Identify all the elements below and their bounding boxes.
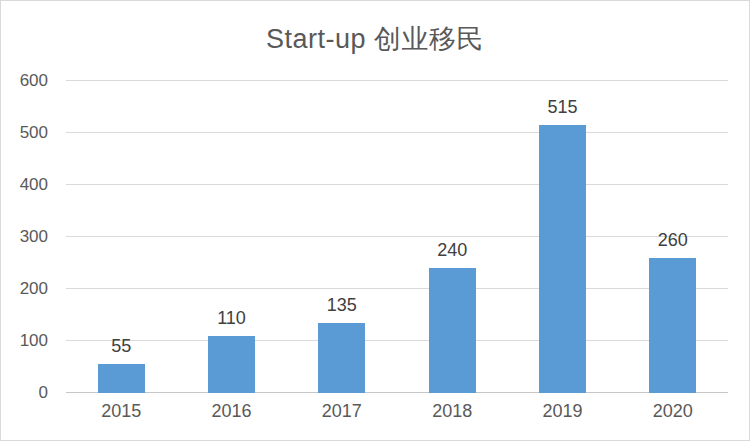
bar-2017	[318, 323, 365, 393]
y-tick-label-600: 600	[0, 72, 48, 90]
bar-2019	[539, 125, 586, 393]
gridline-200	[66, 288, 728, 289]
y-tick-label-500: 500	[0, 124, 48, 142]
bar-2020	[649, 258, 696, 393]
y-tick-label-200: 200	[0, 280, 48, 298]
chart-frame: Start-up 创业移民 01002003004005006005520151…	[0, 0, 750, 441]
gridline-300	[66, 236, 728, 237]
bar-2018	[429, 268, 476, 393]
value-label-2019: 515	[547, 97, 577, 118]
value-label-2020: 260	[658, 230, 688, 251]
x-tick-label-2019: 2019	[542, 401, 582, 422]
x-tick-label-2016: 2016	[211, 401, 251, 422]
x-axis-line	[66, 392, 728, 393]
y-tick-label-400: 400	[0, 176, 48, 194]
value-label-2018: 240	[437, 240, 467, 261]
value-label-2016: 110	[217, 308, 246, 329]
y-tick-label-100: 100	[0, 332, 48, 350]
value-label-2017: 135	[327, 295, 357, 316]
gridline-500	[66, 132, 728, 133]
x-tick-label-2015: 2015	[101, 401, 141, 422]
x-tick-label-2020: 2020	[653, 401, 693, 422]
y-tick-label-0: 0	[0, 384, 48, 402]
x-tick-label-2017: 2017	[322, 401, 362, 422]
chart-title: Start-up 创业移民	[1, 21, 749, 57]
y-tick-label-300: 300	[0, 228, 48, 246]
gridline-600	[66, 80, 728, 81]
gridline-400	[66, 184, 728, 185]
bar-2015	[98, 364, 145, 393]
x-tick-label-2018: 2018	[432, 401, 472, 422]
value-label-2015: 55	[111, 336, 131, 357]
bar-2016	[208, 336, 255, 393]
plot-area: 0100200300400500600552015110201613520172…	[66, 81, 728, 393]
gridline-100	[66, 340, 728, 341]
